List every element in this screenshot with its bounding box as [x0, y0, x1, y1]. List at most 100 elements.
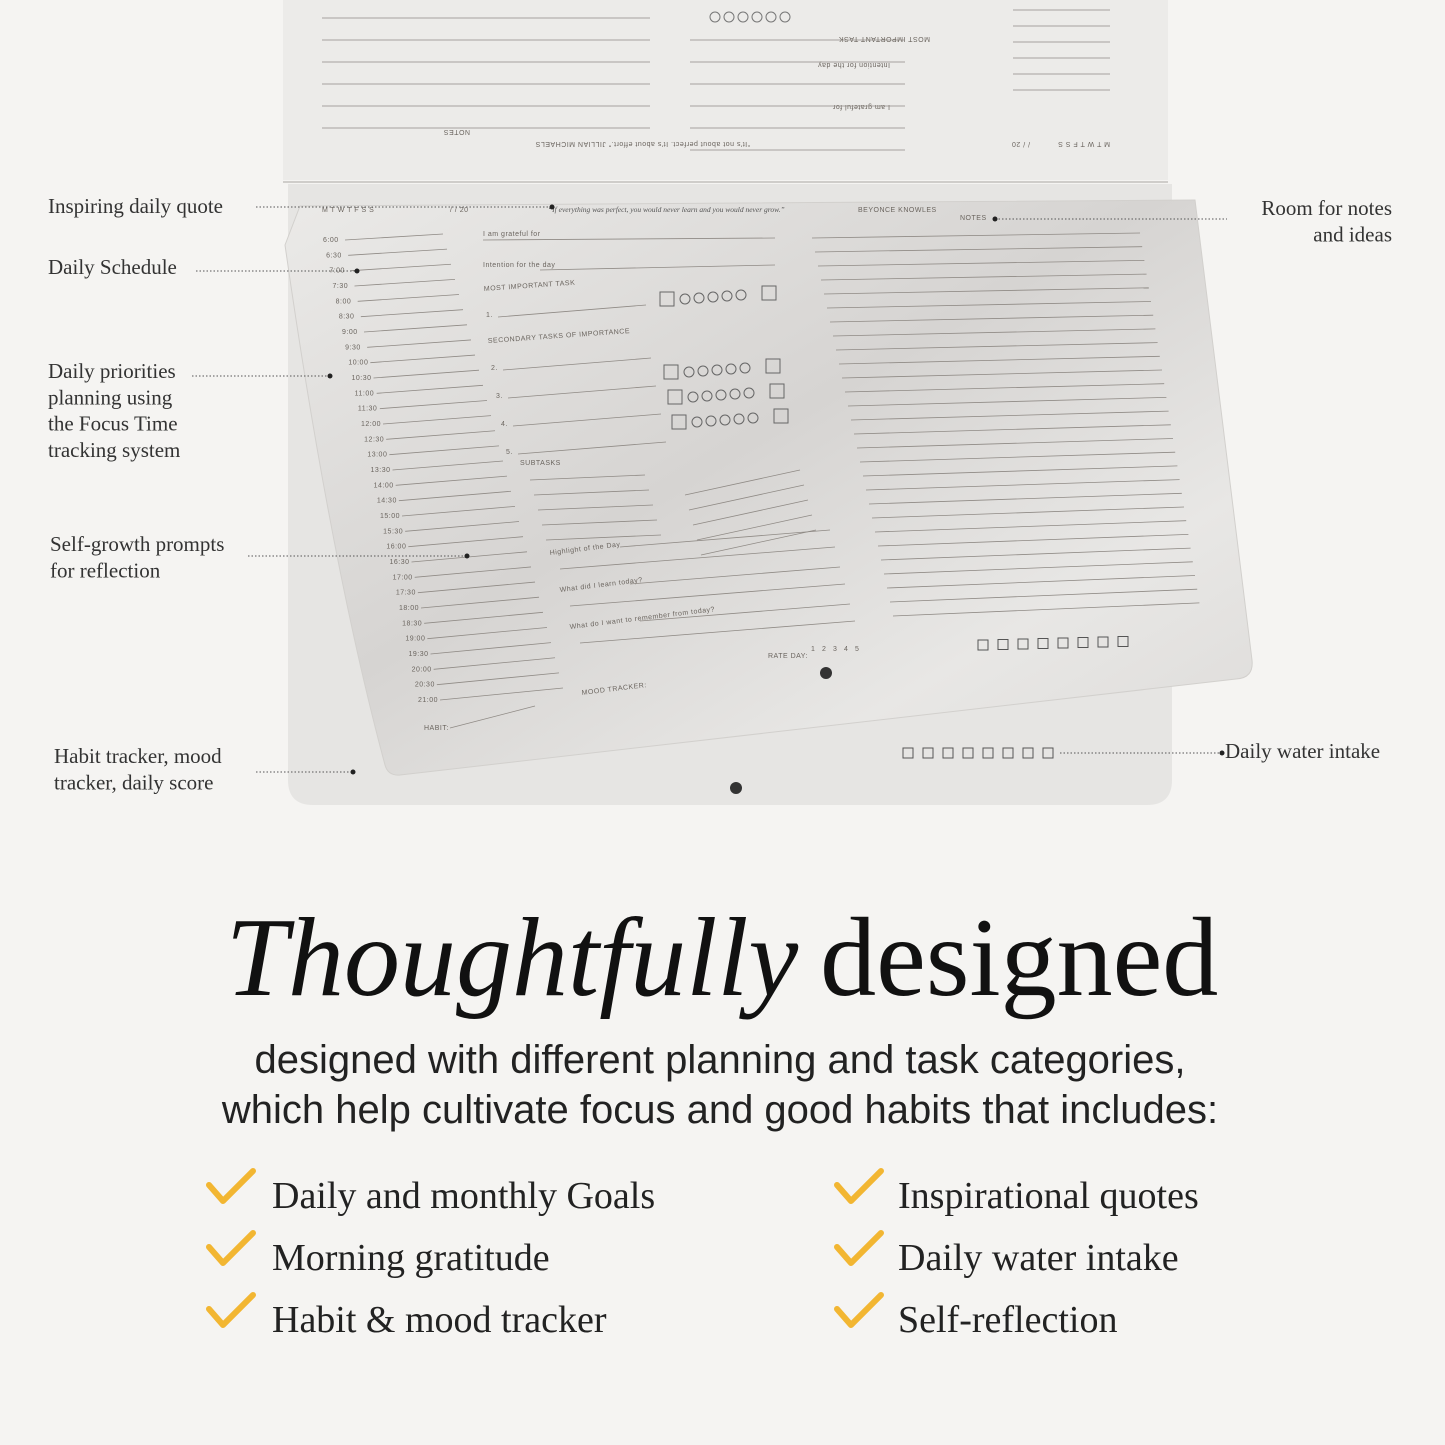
- rule: [373, 369, 480, 379]
- time-label: 17:30: [396, 590, 416, 597]
- check-icon: [834, 1230, 884, 1266]
- rule: [874, 520, 1187, 533]
- headline-regular: designed: [820, 896, 1218, 1020]
- tracker-circle: [679, 293, 691, 305]
- rule: [684, 469, 801, 496]
- rule: [512, 413, 662, 427]
- callout-text: Habit tracker, mood: [54, 744, 222, 768]
- time-label: 21:00: [418, 697, 438, 704]
- rule: [351, 263, 452, 272]
- tracker-circle: [721, 290, 733, 302]
- grateful: I am grateful for: [483, 231, 541, 238]
- rule: [814, 246, 1143, 253]
- time-label: 16:00: [386, 544, 406, 551]
- time-label: 19:00: [405, 636, 425, 643]
- task-number: 1.: [486, 312, 493, 319]
- callout-text: for reflection: [50, 558, 161, 582]
- time-label: 19:30: [409, 651, 429, 658]
- rule: [639, 603, 851, 622]
- rule: [417, 581, 536, 594]
- time-label: 9:30: [345, 344, 361, 351]
- time-label: 18:00: [399, 605, 419, 612]
- quote: “If everything was perfect, you would ne…: [548, 205, 785, 214]
- time-label: 20:00: [412, 666, 432, 673]
- tracker-circle: [779, 11, 791, 23]
- rule: [539, 264, 776, 271]
- time-label: 8:00: [336, 298, 352, 305]
- rate-label: RATE DAY:: [768, 653, 808, 660]
- water-cup: [962, 747, 974, 759]
- callout-dot: [1219, 750, 1225, 756]
- tracker-circle: [739, 362, 751, 374]
- task-number: 4.: [501, 421, 508, 428]
- rule: [835, 342, 1158, 351]
- rule: [433, 657, 556, 670]
- rule: [844, 383, 1165, 393]
- feature-text: Habit & mood tracker: [272, 1299, 607, 1341]
- rule: [817, 260, 1145, 267]
- rule: [395, 475, 508, 486]
- headline: Thoughtfully designed: [226, 896, 1219, 1020]
- time-label: 14:30: [377, 498, 397, 505]
- subtitle-line: which help cultivate focus and good habi…: [221, 1088, 1218, 1132]
- rule: [420, 596, 540, 609]
- tracker-circle: [723, 11, 735, 23]
- water-cup: [1042, 747, 1054, 759]
- back-text: MOST IMPORTANT TASK: [838, 35, 930, 42]
- water-cup: [1057, 637, 1069, 649]
- back-text: “It's not about perfect. It's about effo…: [535, 140, 750, 147]
- rule: [629, 566, 841, 585]
- rule: [838, 355, 1160, 365]
- time-label: 10:30: [352, 375, 372, 382]
- water-cup: [997, 639, 1009, 650]
- rule: [889, 588, 1198, 603]
- rule: [497, 304, 647, 318]
- rule: [559, 546, 836, 570]
- callout-dot: [354, 268, 360, 274]
- rule: [408, 536, 524, 548]
- tracker-circle: [697, 365, 709, 377]
- subtitle-line: designed with different planning and tas…: [255, 1038, 1186, 1082]
- time-label: 12:30: [364, 436, 384, 443]
- tracker-circle: [687, 391, 699, 403]
- rule: [386, 430, 496, 440]
- back-page-content: NOTES MOST IMPORTANT TASK Intention for th…: [443, 35, 1110, 147]
- date: / / 20: [450, 207, 469, 214]
- time-label: 14:00: [374, 482, 394, 489]
- feature-text: Daily water intake: [898, 1237, 1179, 1279]
- rule: [883, 561, 1193, 575]
- tracker-circle: [701, 390, 713, 402]
- feature-text: Self-reflection: [898, 1299, 1117, 1341]
- headline-italic: Thoughtfully: [226, 896, 799, 1020]
- tracker-box: [769, 383, 785, 399]
- tracker-circle: [709, 11, 721, 23]
- rule: [517, 441, 667, 455]
- tracker-circle: [725, 363, 737, 375]
- rate-value: 3: [833, 646, 837, 653]
- water-cup: [1117, 636, 1129, 647]
- tracker-circle: [691, 416, 703, 428]
- callout-dot: [350, 769, 356, 775]
- tracker-circle: [693, 292, 705, 304]
- check-icon: [834, 1292, 884, 1328]
- rule: [436, 672, 560, 686]
- time-label: 18:30: [402, 620, 422, 627]
- time-label: 15:00: [380, 513, 400, 520]
- hole: [820, 667, 832, 679]
- tracker-circle: [729, 388, 741, 400]
- water-cup: [1097, 636, 1109, 648]
- water-cup: [1037, 638, 1049, 649]
- quote-author: BEYONCE KNOWLES: [858, 207, 937, 214]
- rule: [537, 504, 654, 511]
- back-text: I am grateful for: [832, 103, 890, 110]
- rule: [344, 233, 444, 241]
- tracker-box: [667, 389, 683, 405]
- rule: [427, 627, 548, 640]
- tracker-circle: [737, 11, 749, 23]
- callout-dot: [992, 216, 998, 222]
- rule: [529, 474, 646, 481]
- rate-value: 2: [822, 646, 826, 653]
- tracker-circle: [711, 364, 723, 376]
- tracker-circle: [683, 366, 695, 378]
